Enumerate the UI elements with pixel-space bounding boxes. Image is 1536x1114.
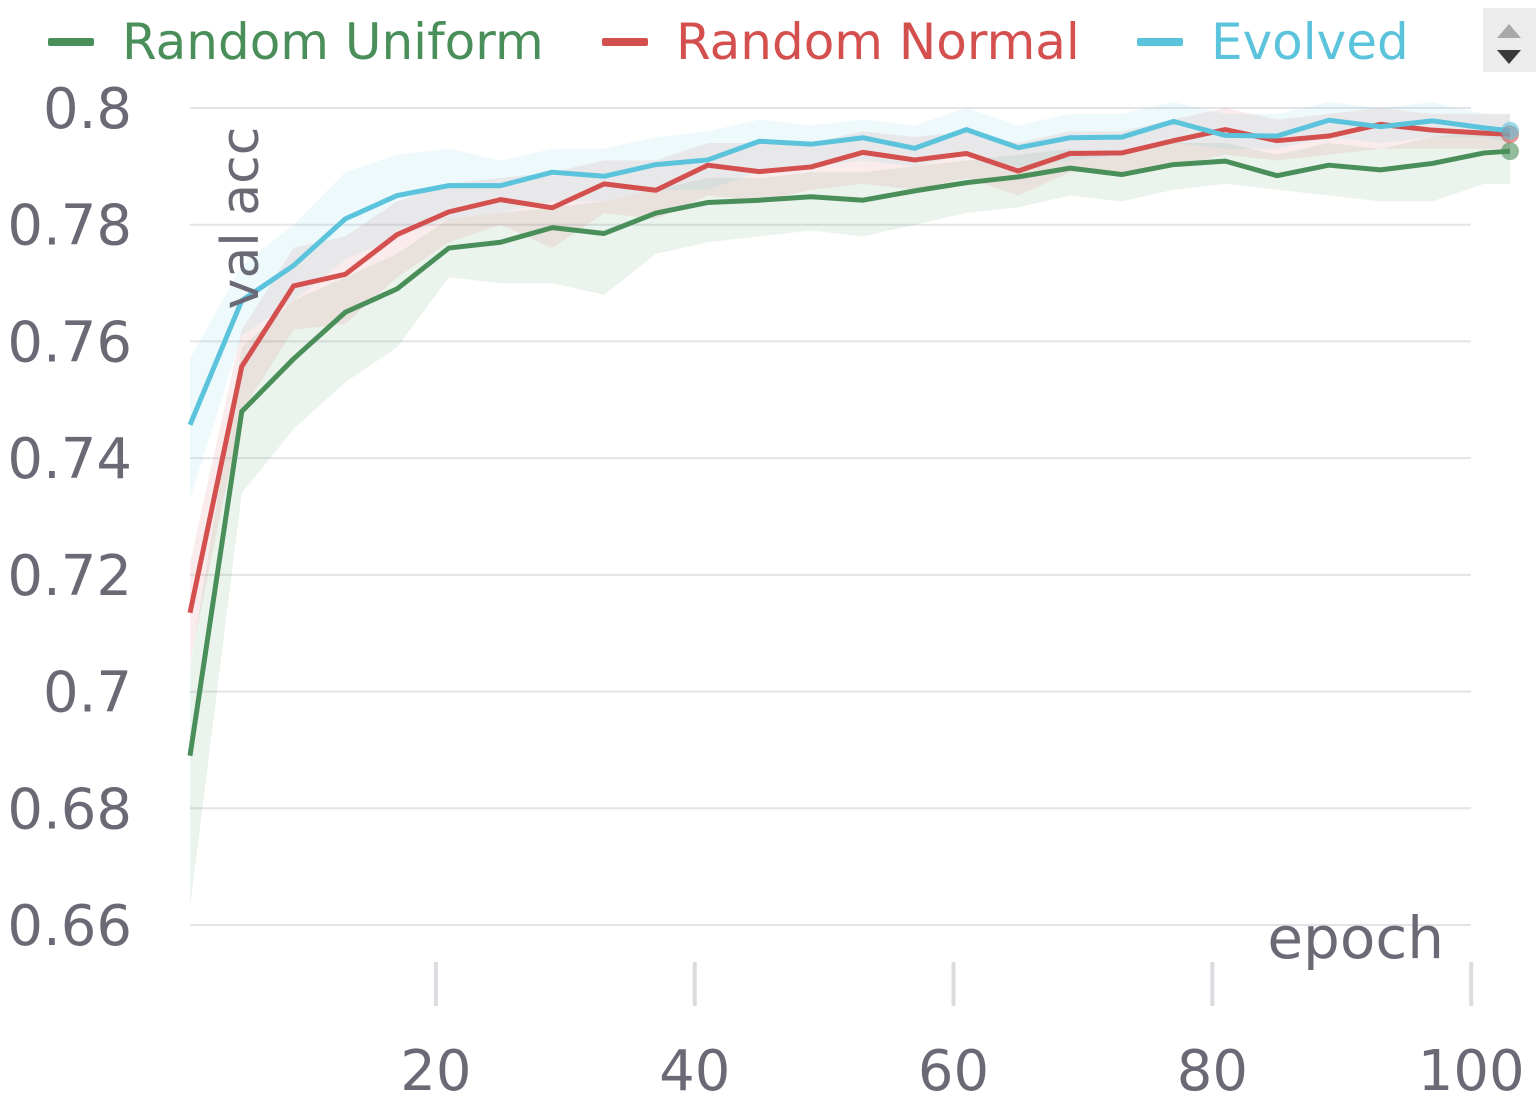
legend-label-random-normal: Random Normal (676, 13, 1080, 71)
x-tick-label: 60 (918, 1039, 989, 1104)
y-axis: 0.8 0.78 0.76 0.74 0.72 0.7 0.68 0.66 (7, 77, 132, 959)
legend-swatch-random-uniform (48, 38, 94, 46)
legend-item-random-uniform[interactable]: Random Uniform (48, 12, 544, 72)
line-random-normal[interactable] (187, 121, 1511, 614)
x-tick-label: 40 (659, 1039, 730, 1104)
endpoint-random-uniform (1501, 142, 1519, 161)
confidence-bands (190, 102, 1510, 908)
y-tick-label: 0.66 (7, 894, 132, 959)
x-tick-label: 80 (1177, 1039, 1248, 1104)
arrow-up-icon[interactable] (1497, 24, 1521, 38)
chart-legend: Random Uniform Random Normal Evolved (0, 0, 1480, 84)
legend-swatch-evolved (1137, 38, 1183, 46)
series-lines (187, 117, 1511, 757)
y-tick-label: 0.76 (7, 310, 132, 375)
arrow-down-icon[interactable] (1497, 50, 1521, 64)
y-tick-label: 0.72 (7, 544, 132, 609)
y-tick-label: 0.8 (43, 77, 132, 142)
series-endpoints (1501, 121, 1519, 161)
y-axis-label: val acc (211, 127, 271, 310)
endpoint-evolved (1501, 121, 1519, 140)
legend-item-random-normal[interactable]: Random Normal (602, 12, 1080, 72)
legend-scroll-control[interactable] (1483, 8, 1536, 72)
legend-item-evolved[interactable]: Evolved (1137, 12, 1409, 72)
y-tick-label: 0.78 (7, 194, 132, 259)
x-axis: 20 40 60 80 100 (400, 962, 1525, 1104)
line-evolved[interactable] (187, 117, 1511, 426)
y-tick-label: 0.7 (43, 661, 132, 726)
chart-grid (190, 107, 1471, 926)
line-random-uniform[interactable] (187, 148, 1511, 757)
x-tick-label: 100 (1418, 1039, 1525, 1104)
y-tick-label: 0.74 (7, 427, 132, 492)
legend-label-evolved: Evolved (1211, 13, 1409, 71)
y-tick-label: 0.68 (7, 777, 132, 842)
x-tick-label: 20 (400, 1039, 471, 1104)
legend-swatch-random-normal (602, 38, 648, 46)
x-axis-label: epoch (1267, 904, 1444, 972)
legend-label-random-uniform: Random Uniform (122, 13, 544, 71)
